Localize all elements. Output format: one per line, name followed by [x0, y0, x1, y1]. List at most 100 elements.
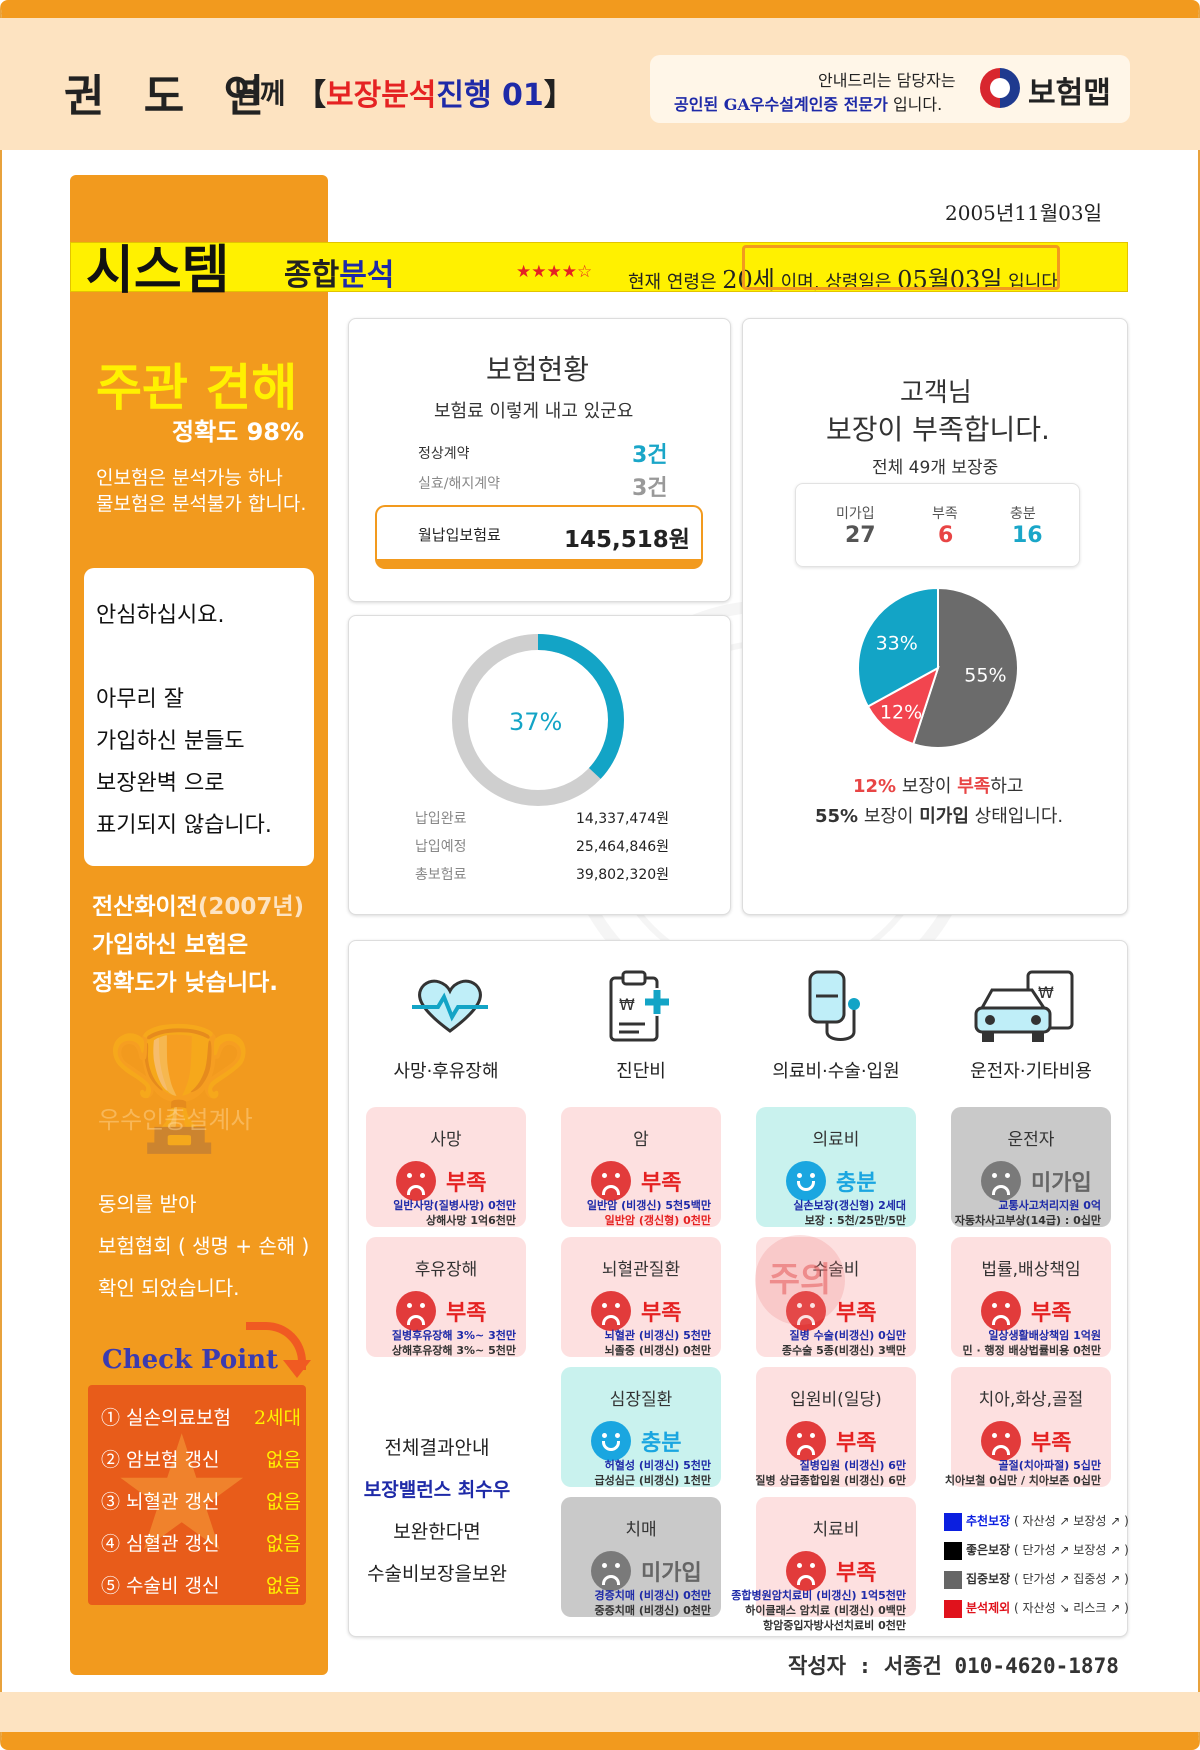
payment-card [348, 615, 731, 915]
summary-line: 전체결과안내 [384, 1437, 490, 1459]
tile-title: 수술비 [812, 1260, 860, 1280]
tile-title: 사망 [430, 1130, 462, 1150]
check-list [88, 1385, 306, 1605]
tile-detail-2: 종수술 5종(비갱신) 3백만 [781, 1344, 906, 1357]
customer-name: 권 도 연 [64, 71, 277, 122]
legend-item: 추천보장 ( 자산성 ↗ 보장성 ↗ ) [944, 1512, 1129, 1531]
tile-detail-1: 경증치매 (비갱신) 0천만 [594, 1589, 711, 1602]
paid-label: 납입완료 [415, 811, 467, 827]
svg-text:₩: ₩ [1038, 983, 1054, 1002]
legend-swatch [944, 1599, 962, 1618]
coverage-line1: 고객님 [900, 378, 972, 408]
check-item: ⑤ 수술비 갱신 없음 [101, 1575, 301, 1597]
svg-text:₩: ₩ [619, 995, 635, 1014]
tile-detail-1: 허혈성 (비갱신) 5천만 [604, 1459, 711, 1472]
tile-detail-1: 질병 수술(비갱신) 0십만 [789, 1329, 906, 1342]
coverage-stat-box [795, 483, 1080, 567]
pre-digital-note: 전산화이전(2007년) 가입하신 보험은 정확도가 낮습니다. [92, 894, 305, 996]
report-date: 2005년11월03일 [945, 201, 1102, 225]
coverage-tile: 치매 미가입 경증치매 (비갱신) 0천만 중증치매 (비갱신) 0천만 [561, 1497, 721, 1617]
tile-title: 치료비 [812, 1520, 860, 1540]
check-item: ② 암보험 갱신 없음 [101, 1449, 301, 1471]
coverage-tile: 심장질환 충분 허혈성 (비갱신) 5천만 급성심근 (비갱신) 1천만 [561, 1367, 721, 1487]
tile-status: 부족 [641, 1171, 682, 1196]
honorific: 님께 [234, 77, 286, 110]
trophy-icon: 🏆 [105, 1020, 255, 1159]
normal-contract-label: 정상계약 [418, 446, 470, 462]
tile-detail-1: 실손보장(갱신형) 2세대 [793, 1199, 906, 1212]
sad-face-icon [786, 1291, 826, 1331]
curved-arrow-icon [246, 1322, 306, 1370]
tile-title: 입원비(일당) [790, 1390, 882, 1410]
summary-line: 보장밸런스 최수우 [363, 1479, 511, 1501]
pie-slice-label: 55% [964, 665, 1006, 687]
tile-title: 후유장해 [414, 1260, 478, 1280]
legend-item: 분석제외 ( 자산성 ↘ 리스크 ↗ ) [944, 1599, 1129, 1618]
pie-slice [866, 665, 940, 746]
consent-note: 동의를 받아 보험협회 ( 생명 + 손해 ) 확인 되었습니다. [98, 1192, 310, 1300]
tile-status: 부족 [836, 1431, 877, 1456]
legend-item: 좋은보장 ( 단가성 ↗ 보장성 ↗ ) [944, 1541, 1129, 1560]
coverage-tile: 치아,화상,골절 부족 골절(치아파절) 5십만 치아보철 0십만 / 치아보존 0십… [945, 1367, 1111, 1487]
due-value: 25,464,846원 [576, 839, 670, 855]
tile-detail-2: 상해후유장해 3%~ 5천만 [391, 1344, 516, 1357]
tile-detail-2: 자동차사고부상(14급) : 0십만 [954, 1214, 1101, 1227]
coverage-tile: 수술비 부족 질병 수술(비갱신) 0십만 종수술 5종(비갱신) 3백만 [756, 1237, 916, 1357]
diagnosis-clipboard-icon: ₩ [609, 970, 671, 1042]
check-item: ④ 심혈관 갱신 없음 [101, 1533, 301, 1555]
insurance-title: 보험현황 [486, 353, 590, 386]
paid-value: 14,337,474원 [576, 811, 670, 827]
certified-watermark: 우수인증설계사 [98, 1106, 253, 1134]
system-title: 시스템 [86, 241, 230, 301]
stat-label: 충분 [1010, 506, 1036, 522]
stat-label: 미가입 [836, 506, 875, 522]
tile-detail-1: 골절(치아파절) 5십만 [998, 1459, 1102, 1472]
agent-info-box [650, 55, 1130, 123]
tile-detail-1: 일반암 (비갱신) 5천5백만 [586, 1199, 711, 1212]
sad-face-icon [981, 1291, 1021, 1331]
due-label: 납입예정 [415, 839, 467, 855]
sad-face-icon [396, 1291, 436, 1331]
coverage-tile: 암 부족 일반암 (비갱신) 5천5백만 일반암 (갱신형) 0천만 [561, 1107, 721, 1227]
sad-face-icon [981, 1161, 1021, 1201]
tile-status: 부족 [1031, 1301, 1072, 1326]
tile-title: 뇌혈관질환 [601, 1260, 681, 1280]
tile-detail-2: 민 · 행정 배상법률비용 0천만 [962, 1344, 1101, 1357]
writer-info: 작성자 : 서종건 010-4620-1878 [788, 1654, 1119, 1678]
tile-detail-1: 질병후유장해 3%~ 3천만 [391, 1329, 516, 1342]
coverage-summary-2: 55% 보장이 미가입 상태입니다. [815, 806, 1064, 827]
agent-line2: 공인된 GA우수설계인증 전문가 입니다. [674, 95, 943, 114]
system-subtitle: 종합분석 [284, 258, 395, 293]
tile-title: 법률,배상책임 [981, 1260, 1081, 1280]
tile-title: 치매 [625, 1520, 657, 1540]
coverage-pie-chart: 55% 12% 33% [857, 586, 1019, 749]
stat-value: 16 [1012, 523, 1043, 548]
tile-detail-1: 종합병원암치료비 (비갱신) 1억5천만 [731, 1589, 906, 1602]
pie-slice [912, 586, 1019, 749]
arrow-head-icon [283, 1360, 311, 1378]
legend-swatch [944, 1512, 962, 1531]
tile-title: 치아,화상,골절 [978, 1390, 1084, 1410]
tile-detail-2: 보장 : 5천/25만/5만 [804, 1214, 906, 1227]
total-label: 총보험료 [415, 867, 467, 883]
pie-slice [857, 586, 939, 708]
assurance-text: 안심하십시요. 아무리 잘 가입하신 분들도 보장완벽 으로 표기되지 않습니다. [96, 603, 272, 838]
tile-detail-2: 뇌졸중 (비갱신) 0천만 [604, 1344, 711, 1357]
tile-title: 의료비 [812, 1130, 860, 1150]
brand-logo-icon [980, 68, 1020, 108]
tile-detail-1: 교통사고처리지원 0억 [998, 1199, 1101, 1212]
check-item: ① 실손의료보험 2세대 [101, 1407, 301, 1429]
tile-title: 암 [633, 1130, 649, 1150]
coverage-line2: 보장이 부족합니다. [826, 413, 1050, 446]
donut-percent: 37% [509, 708, 563, 736]
monthly-premium-value: 145,518원 [564, 527, 690, 553]
coverage-summary-1: 12% 보장이 부족하고 [853, 776, 1024, 797]
category-label: 사망·후유장해 [393, 1061, 499, 1082]
donut-paid-arc [452, 634, 624, 806]
tile-detail-1: 일상생활배상책임 1억원 [988, 1329, 1101, 1342]
tile-detail-2: 급성심근 (비갱신) 1천만 [594, 1474, 711, 1487]
category-label: 진단비 [616, 1061, 666, 1082]
coverage-tile: 후유장해 부족 질병후유장해 3%~ 3천만 상해후유장해 3%~ 5천만 [366, 1237, 526, 1357]
tile-status: 충분 [641, 1431, 682, 1456]
